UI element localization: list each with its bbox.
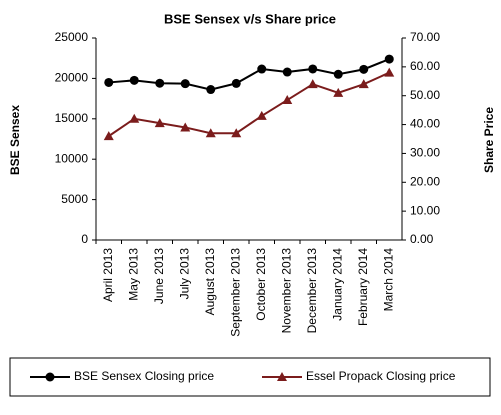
point: [256, 110, 267, 120]
y2-axis-title: Share Price: [482, 107, 496, 173]
x-tick-label: July 2013: [177, 248, 191, 300]
point: [282, 95, 293, 105]
y-tick-label: 20000: [55, 71, 89, 85]
series-line: [108, 58, 390, 91]
point: [206, 85, 216, 95]
point: [358, 79, 369, 89]
point: [103, 131, 114, 141]
y2-tick-label: 70.00: [410, 30, 440, 44]
legend-marker: [45, 372, 55, 382]
point: [155, 78, 165, 88]
point: [333, 69, 343, 79]
y2-tick-label: 10.00: [410, 203, 440, 217]
x-tick-label: September 2013: [228, 248, 242, 337]
chart-title: BSE Sensex v/s Share price: [164, 11, 336, 26]
x-tick-label: June 2013: [152, 248, 166, 304]
x-tick-label: December 2013: [305, 248, 319, 334]
y2-tick-label: 40.00: [410, 117, 440, 131]
point: [129, 113, 140, 123]
x-tick-label: April 2013: [101, 248, 115, 302]
x-tick-label: August 2013: [203, 248, 217, 316]
y-tick-label: 0: [81, 232, 88, 246]
x-tick-label: October 2013: [254, 248, 268, 321]
y-tick-label: 15000: [55, 111, 89, 125]
point: [308, 64, 318, 74]
x-tick-label: February 2014: [356, 248, 370, 326]
point: [333, 87, 344, 97]
x-tick-label: May 2013: [126, 248, 140, 301]
y2-tick-label: 60.00: [410, 59, 440, 73]
y-axis-title: BSE Sensex: [8, 105, 22, 175]
point: [154, 118, 165, 128]
point: [384, 54, 394, 64]
point: [307, 79, 318, 89]
y2-tick-label: 0.00: [410, 232, 434, 246]
point: [257, 64, 267, 74]
y-tick-label: 25000: [55, 30, 89, 44]
y2-tick-label: 20.00: [410, 174, 440, 188]
legend-marker: [277, 372, 287, 381]
series-line: [108, 71, 390, 137]
point: [231, 78, 241, 88]
point: [180, 79, 190, 89]
point: [180, 122, 191, 132]
point: [104, 77, 114, 87]
x-tick-label: March 2014: [381, 248, 395, 312]
legend-label: BSE Sensex Closing price: [74, 369, 214, 383]
point: [205, 128, 216, 138]
legend-label: Essel Propack Closing price: [306, 369, 456, 383]
point: [129, 75, 139, 85]
y-tick-label: 10000: [55, 151, 89, 165]
y2-tick-label: 50.00: [410, 88, 440, 102]
legend-box: [9, 357, 491, 397]
point: [231, 128, 242, 138]
y-tick-label: 5000: [61, 192, 88, 206]
y2-tick-label: 30.00: [410, 146, 440, 160]
point: [282, 67, 292, 77]
point: [359, 64, 369, 74]
x-tick-label: November 2013: [279, 248, 293, 334]
x-tick-label: January 2014: [330, 248, 344, 321]
point: [384, 67, 395, 77]
